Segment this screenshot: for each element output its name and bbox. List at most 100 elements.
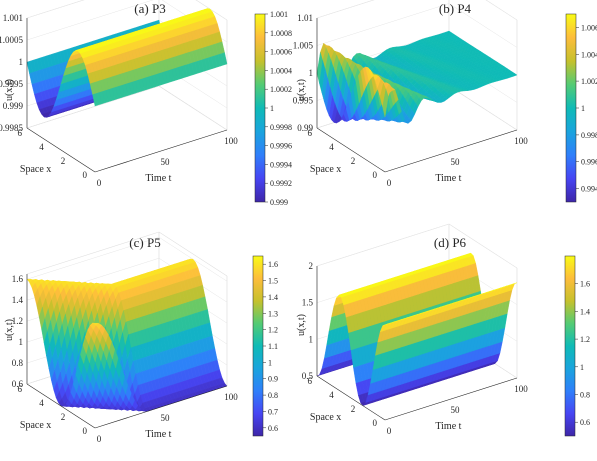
colorbar: 1.006 1.004 1.002 1 0.998 0.996 0.994 xyxy=(565,13,597,203)
colorbar-tick-label: 0.6 xyxy=(268,424,278,433)
x-tick-label: 4 xyxy=(39,142,44,152)
x-tick-label: 4 xyxy=(329,390,334,400)
z-tick-label: 1.0005 xyxy=(0,35,24,45)
t-tick-label: 100 xyxy=(224,136,238,146)
colorbar-tick-label: 1.3 xyxy=(268,309,278,318)
x-tick-label: 0 xyxy=(373,170,378,180)
t-tick-label: 50 xyxy=(451,405,461,415)
colorbar-tick-label: 1.0004 xyxy=(270,66,292,75)
x-axis-label: Space x xyxy=(310,164,341,175)
axes xyxy=(316,266,518,421)
colorbar-tick-label: 1.0006 xyxy=(270,48,292,57)
z-tick-label: 1.005 xyxy=(293,41,314,51)
colorbar-tick-label: 1.1 xyxy=(268,342,278,351)
colorbar-tick-label: 1.6 xyxy=(580,280,590,289)
colorbar-tick-label: 1.0002 xyxy=(270,85,292,94)
colorbar-tick-label: 1.0008 xyxy=(270,29,292,38)
x-tick-label: 0 xyxy=(83,426,88,436)
z-tick-label: 0.6 xyxy=(12,379,24,389)
axes xyxy=(26,274,228,429)
x-tick-label: 2 xyxy=(61,412,66,422)
z-tick-label: 1.01 xyxy=(297,13,313,23)
t-tick-label: 0 xyxy=(97,434,102,444)
panel-p4: 1.01 1.005 1 0.995 0.996 4 2 00 50 100 Space x Time… xyxy=(293,0,597,203)
t-tick-label: 0 xyxy=(387,426,392,436)
colorbar: 1.6 1.4 1.2 1 0.8 0.6 xyxy=(564,255,590,437)
x-tick-label: 4 xyxy=(329,142,334,152)
colorbar-tick-label: 1 xyxy=(581,104,585,113)
z-tick-label: 1 xyxy=(19,337,24,347)
panel-title: (a) P3 xyxy=(134,1,165,16)
colorbar-tick-label: 1 xyxy=(270,104,274,113)
z-axis-label: u(x,t) xyxy=(4,319,15,341)
x-tick-label: 0 xyxy=(373,418,378,428)
z-tick-label: 1.2 xyxy=(12,316,23,326)
t-tick-label: 100 xyxy=(224,392,238,402)
colorbar-gradient xyxy=(252,255,264,437)
colorbar-tick-label: 1.5 xyxy=(268,277,278,286)
colorbar: 1.001 1.0008 1.0006 1.0004 1.0002 1 0.9998 0.99… xyxy=(254,10,292,207)
surface xyxy=(26,8,228,118)
colorbar-tick-label: 1.2 xyxy=(580,335,590,344)
t-tick-label: 50 xyxy=(161,413,171,423)
z-tick-label: 0.9995 xyxy=(0,79,24,89)
x-tick-label: 2 xyxy=(61,156,66,166)
colorbar-gradient xyxy=(565,13,577,203)
t-axis-label: Time t xyxy=(435,173,461,184)
panel-title: (b) P4 xyxy=(439,1,472,16)
colorbar-tick-label: 0.6 xyxy=(580,418,590,427)
colorbar-tick-label: 0.9998 xyxy=(270,123,292,132)
colorbar-gradient xyxy=(564,255,576,437)
colorbar-tick-label: 0.999 xyxy=(270,198,288,207)
colorbar-tick-label: 1.006 xyxy=(581,23,597,32)
t-tick-label: 50 xyxy=(451,157,461,167)
t-axis-label: Time t xyxy=(145,429,171,440)
colorbar-tick-label: 1.001 xyxy=(270,10,288,19)
z-tick-label: 0.999 xyxy=(3,101,24,111)
x-tick-label: 2 xyxy=(351,404,356,414)
x-tick-label: 0 xyxy=(83,170,88,180)
colorbar-tick-label: 0.996 xyxy=(581,158,597,167)
colorbar-tick-label: 0.7 xyxy=(268,408,278,417)
z-axis-label: u(x,t) xyxy=(296,79,307,101)
z-tick-label: 1 xyxy=(19,57,24,67)
colorbar-tick-label: 0.8 xyxy=(580,391,590,400)
z-tick-label: 0.995 xyxy=(293,96,314,106)
panel-title: (c) P5 xyxy=(129,235,160,250)
z-tick-label: 1.4 xyxy=(12,295,24,305)
t-axis-label: Time t xyxy=(435,421,461,432)
colorbar-tick-label: 1.6 xyxy=(268,260,278,269)
t-tick-label: 0 xyxy=(97,178,102,188)
t-tick-label: 0 xyxy=(387,178,392,188)
x-axis-label: Space x xyxy=(20,420,51,431)
panel-title: (d) P6 xyxy=(434,235,467,250)
colorbar-tick-label: 1.4 xyxy=(580,307,590,316)
z-tick-label: 1 xyxy=(309,68,314,78)
z-tick-label: 1.001 xyxy=(3,13,23,23)
colorbar-tick-label: 1.2 xyxy=(268,326,278,335)
surface xyxy=(316,30,518,124)
x-axis-label: Space x xyxy=(20,164,51,175)
t-tick-label: 100 xyxy=(514,136,528,146)
colorbar-tick-label: 0.8 xyxy=(268,391,278,400)
colorbar-tick-label: 1.004 xyxy=(581,50,597,59)
z-tick-label: 0.9985 xyxy=(0,123,24,133)
z-axis-label: u(x,t) xyxy=(4,79,15,101)
colorbar-tick-label: 1 xyxy=(268,358,272,367)
colorbar-tick-label: 1.002 xyxy=(581,77,597,86)
axes xyxy=(316,18,518,173)
z-tick-label: 2 xyxy=(309,261,314,271)
surface xyxy=(26,258,228,412)
t-axis-label: Time t xyxy=(145,173,171,184)
z-tick-label: 1.5 xyxy=(302,298,314,308)
colorbar: 1.6 1.5 1.4 1.3 1.2 1.1 1 0.9 0.8 0.7 0.6 xyxy=(252,255,278,437)
z-tick-label: 1.6 xyxy=(12,274,24,284)
colorbar-tick-label: 1.4 xyxy=(268,293,278,302)
z-tick-label: 0.99 xyxy=(297,123,313,133)
colorbar-tick-label: 1 xyxy=(580,363,584,372)
surface xyxy=(316,252,518,406)
axes xyxy=(26,18,228,173)
